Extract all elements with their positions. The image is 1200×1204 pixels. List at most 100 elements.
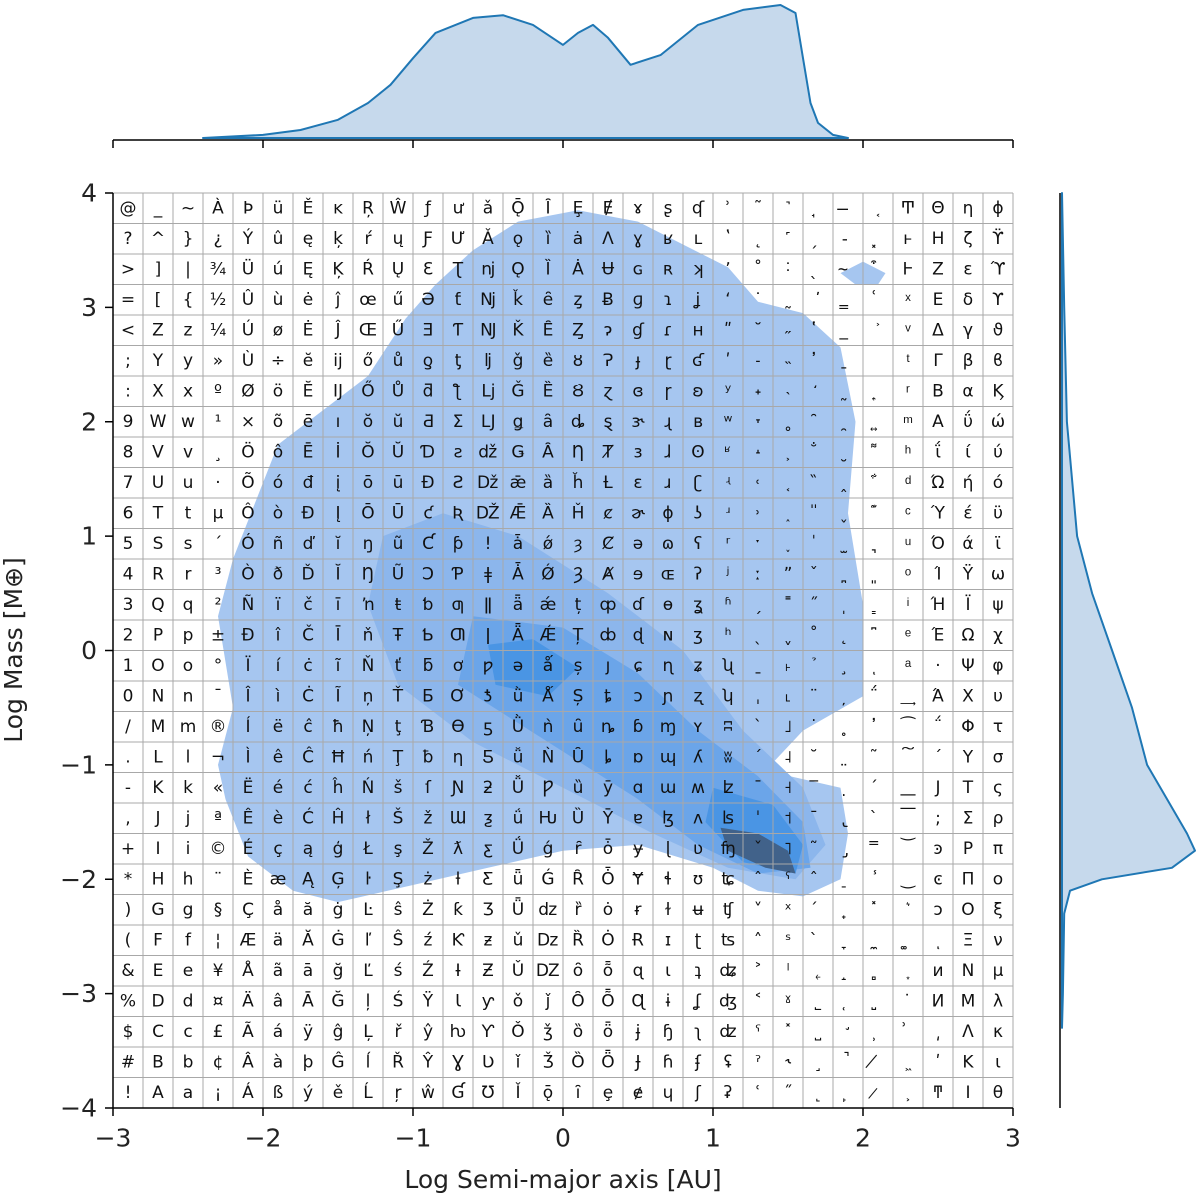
glyph: Ț xyxy=(572,625,584,645)
glyph: e xyxy=(183,961,193,981)
glyph: ͠ xyxy=(901,746,915,749)
glyph: ̷ xyxy=(868,1087,878,1099)
glyph: Ŀ xyxy=(363,900,373,920)
glyph: l xyxy=(186,747,191,767)
glyph: ņ xyxy=(363,686,374,706)
glyph: ī xyxy=(335,595,341,615)
glyph: ͉ xyxy=(871,548,876,553)
glyph: ɥ xyxy=(663,1083,674,1103)
density-contour xyxy=(720,827,796,874)
glyph: ŝ xyxy=(394,900,403,920)
glyph: ˉ xyxy=(754,778,763,798)
x-tick-label: 2 xyxy=(855,1124,871,1153)
glyph: ǚ xyxy=(513,746,524,767)
glyph: P xyxy=(153,625,163,645)
glyph: ˵ xyxy=(784,351,791,371)
glyph: ˖ xyxy=(755,381,762,401)
glyph: ǡ xyxy=(513,532,523,554)
glyph: > xyxy=(121,259,135,279)
glyph: ΰ xyxy=(963,409,973,432)
glyph: ̀ xyxy=(810,930,815,934)
glyph: τ xyxy=(993,717,1003,737)
glyph: ě xyxy=(333,1083,343,1103)
glyph: ÷ xyxy=(271,351,285,371)
glyph: ͢ xyxy=(900,701,916,706)
glyph: Ȇ xyxy=(543,319,554,340)
glyph: ɹ xyxy=(664,473,671,493)
glyph: ̀ xyxy=(870,808,875,812)
glyph: σ xyxy=(993,747,1004,767)
glyph: ċ xyxy=(303,656,312,676)
glyph: Ǉ xyxy=(481,412,495,432)
glyph: ο xyxy=(993,869,1003,889)
glyph: ´ xyxy=(214,534,223,554)
glyph: ¡ xyxy=(215,1083,222,1103)
glyph: ȓ xyxy=(575,839,583,859)
glyph: ȑ xyxy=(575,900,582,920)
glyph: h xyxy=(183,869,194,889)
glyph: Ɵ xyxy=(451,717,464,737)
glyph: ǹ xyxy=(543,717,554,737)
glyph: ϑ xyxy=(993,320,1004,340)
glyph: ȗ xyxy=(573,717,584,737)
glyph: ʚ xyxy=(692,381,703,401)
glyph: Ó xyxy=(241,532,254,554)
glyph: ô xyxy=(273,442,283,462)
glyph: Ȣ xyxy=(572,381,584,401)
glyph: ˕ xyxy=(754,412,763,432)
glyph: ˇ xyxy=(754,839,763,859)
glyph: ƚ xyxy=(456,869,461,889)
glyph: Γ xyxy=(933,351,943,371)
glyph: ʲ xyxy=(726,564,730,584)
glyph: ž xyxy=(424,808,433,828)
glyph: c xyxy=(183,1022,192,1042)
glyph: Ǎ xyxy=(482,227,494,249)
glyph: ̺ xyxy=(871,1006,877,1010)
glyph: ǋ xyxy=(480,290,496,310)
glyph: ̴ xyxy=(838,266,848,270)
glyph: ē xyxy=(303,412,313,432)
glyph: Ī xyxy=(335,623,340,645)
glyph: R xyxy=(152,564,164,584)
glyph: ę xyxy=(303,229,313,249)
glyph: Ť xyxy=(392,684,404,706)
glyph: ͕ xyxy=(906,1098,910,1102)
glyph: Â xyxy=(242,1050,254,1072)
glyph: Ȍ xyxy=(571,1050,584,1072)
glyph: Ζ xyxy=(932,259,944,279)
glyph: ñ xyxy=(273,534,284,554)
glyph: ơ xyxy=(453,656,464,676)
glyph: ¹ xyxy=(215,412,222,432)
glyph: ű xyxy=(393,290,404,310)
glyph: ʌ xyxy=(693,808,703,828)
glyph: Ƭ xyxy=(453,320,464,340)
glyph: ʬ xyxy=(724,747,733,767)
glyph: Ã xyxy=(242,1020,254,1042)
glyph: y xyxy=(183,351,193,371)
glyph: Ė xyxy=(303,319,314,340)
glyph: ϐ xyxy=(993,351,1003,371)
glyph: Ů xyxy=(392,379,404,401)
glyph: Š xyxy=(393,806,404,828)
glyph: ͷ xyxy=(932,961,943,981)
glyph: ŭ xyxy=(393,412,404,432)
glyph: Ŋ xyxy=(362,564,375,584)
glyph: ʘ xyxy=(691,442,704,462)
glyph: ͛ xyxy=(906,901,910,906)
glyph: Ǥ xyxy=(511,442,524,462)
glyph: ͐ xyxy=(876,322,880,326)
glyph: Ɠ xyxy=(451,1080,465,1103)
glyph: ˍ xyxy=(754,656,763,676)
glyph: * xyxy=(124,869,133,889)
glyph: Ɯ xyxy=(450,808,467,828)
glyph: ˦ xyxy=(784,808,792,828)
glyph: ĸ xyxy=(333,198,343,218)
glyph: Ȓ xyxy=(572,868,584,889)
glyph-grid-layer xyxy=(113,192,1014,1108)
glyph: ƀ xyxy=(423,747,434,767)
glyph: ʱ xyxy=(725,595,732,615)
glyph: Ƥ xyxy=(451,564,463,584)
glyph: Ș xyxy=(573,686,584,706)
glyph: ʿ xyxy=(755,1083,760,1103)
